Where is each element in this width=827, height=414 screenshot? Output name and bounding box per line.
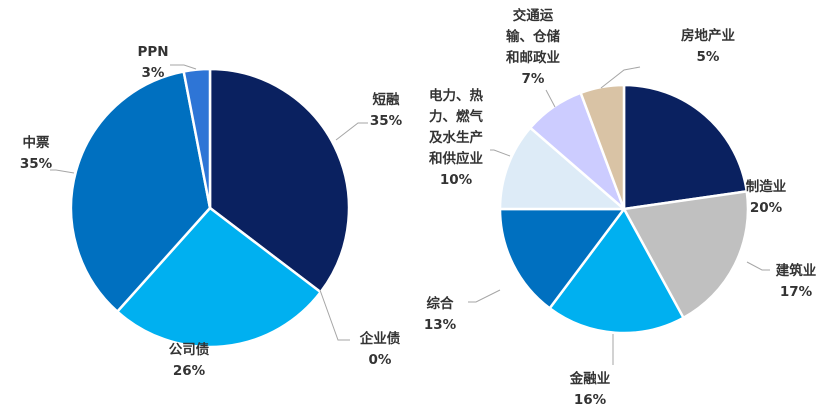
- pie2-slice-slice-1: [622, 190, 750, 320]
- pie2-leader-line-3: [468, 289, 501, 303]
- pie1-leader-line-3: [50, 169, 75, 174]
- slice-category-label: 短融: [373, 91, 400, 108]
- pie1-leader-line-1: [319, 289, 350, 341]
- pie2-data-label-5: 交通运输、仓储和邮政业 7%: [506, 7, 560, 87]
- slice-category-label: 建筑业: [775, 262, 817, 279]
- pie2-data-label-2: 金融业 16%: [569, 370, 611, 408]
- pie1-leader-line-0: [335, 122, 368, 141]
- slice-category-label: 交通运: [513, 7, 554, 24]
- slice-category-label: 制造业: [746, 178, 787, 195]
- pie1-data-label-2: 公司债 26%: [169, 341, 210, 379]
- pie1-data-label-3: 中票 35%: [20, 134, 53, 172]
- pie1-slice-slice-3: [69, 70, 212, 313]
- pie1-data-label-0: 短融 35%: [370, 91, 403, 129]
- slice-category-label: 综合: [427, 295, 454, 312]
- slice-category-label: PPN: [137, 44, 168, 60]
- slice-category-label: 中票: [23, 134, 50, 151]
- debt-type-pie-chart: 短融 35% 企业债 0% 公司债 26% 中票 35% PPN 3%: [20, 44, 403, 379]
- slice-category-label: 企业债: [359, 330, 401, 347]
- slice-percent-label: 35%: [20, 156, 53, 172]
- pie1-leader-line-4: [170, 64, 197, 70]
- slice-percent-label: 17%: [780, 284, 813, 300]
- slice-percent-label: 10%: [440, 172, 473, 188]
- pie2-data-label-4: 电力、热力、燃气及水生产和供应业 10%: [429, 87, 483, 188]
- slice-category-label: 金融业: [569, 370, 611, 387]
- slice-percent-label: 7%: [522, 71, 545, 87]
- slice-category-label: 和供应业: [429, 150, 483, 167]
- pie2-slice-slice-0: [622, 83, 748, 211]
- slice-percent-label: 3%: [142, 65, 165, 81]
- industry-pie-chart: 制造业 20% 建筑业 17% 金融业 16% 综合 13% 电力、热力、燃气及水生产和供应业 1…: [424, 7, 816, 408]
- slice-percent-label: 26%: [173, 363, 206, 379]
- pie2-data-label-3: 综合 13%: [424, 295, 457, 333]
- pie1-data-label-4: PPN 3%: [137, 44, 168, 81]
- slice-category-label: 力、燃气: [429, 108, 483, 125]
- slice-percent-label: 16%: [574, 392, 607, 408]
- slice-category-label: 公司债: [169, 341, 210, 358]
- pie2-slice-slice-3: [498, 207, 626, 310]
- slice-percent-label: 5%: [697, 49, 720, 65]
- pie1-slice-slice-2: [116, 206, 322, 349]
- pie2-leader-line-4: [490, 149, 511, 157]
- pie1-data-label-1: 企业债 0%: [359, 330, 401, 368]
- pie2-data-label-0: 制造业 20%: [746, 178, 787, 216]
- slice-percent-label: 35%: [370, 113, 403, 129]
- pie2-leader-line-1: [746, 261, 770, 271]
- pie2-slice-slice-2: [548, 207, 685, 335]
- slice-category-label: 房地产业: [681, 27, 735, 44]
- pie2-leader-line-5: [545, 89, 556, 108]
- pie2-data-label-6: 房地产业 5%: [681, 27, 735, 65]
- slice-category-label: 及水生产: [429, 129, 483, 146]
- slice-percent-label: 0%: [369, 352, 392, 368]
- pie2-data-label-1: 建筑业 17%: [775, 262, 817, 300]
- slice-category-label: 和邮政业: [506, 49, 560, 66]
- slice-percent-label: 13%: [424, 317, 457, 333]
- pie2-leader-line-6: [600, 66, 641, 89]
- pie1-slice-ppn: [182, 67, 212, 210]
- slice-percent-label: 20%: [750, 200, 783, 216]
- pie1-slice-slice-0: [208, 67, 351, 294]
- pie2-slice-slice-4: [498, 126, 626, 211]
- slice-category-label: 电力、热: [429, 87, 483, 104]
- slice-category-label: 输、仓储: [506, 28, 560, 45]
